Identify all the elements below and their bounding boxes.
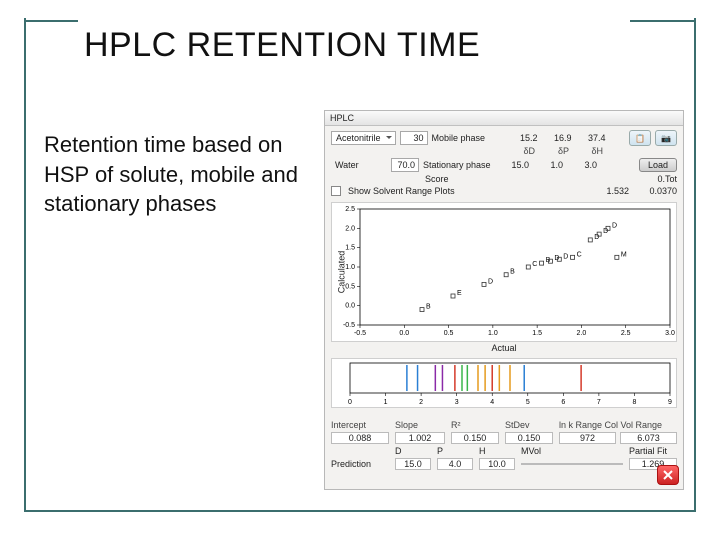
svg-text:3.0: 3.0 — [665, 330, 675, 337]
svg-text:9: 9 — [668, 399, 672, 406]
h-stdev: StDev — [505, 420, 553, 430]
svg-text:B: B — [510, 269, 515, 276]
close-button[interactable] — [657, 465, 679, 485]
svg-text:1.5: 1.5 — [345, 245, 355, 252]
svg-text:7: 7 — [597, 399, 601, 406]
solvent-a-dropdown[interactable]: Acetonitrile — [331, 131, 396, 145]
slide-body-text: Retention time based on HSP of solute, m… — [44, 130, 304, 219]
svg-text:3: 3 — [455, 399, 459, 406]
parameter-panel: Acetonitrile 30 Mobile phase 15.2 16.9 3… — [325, 126, 683, 200]
window-title: HPLC — [325, 111, 683, 126]
svg-text:1.0: 1.0 — [345, 264, 355, 271]
v-stdev: 0.150 — [505, 432, 553, 444]
scatter-ylabel: Calculated — [336, 251, 346, 294]
fit-val-2: 0.0370 — [633, 186, 677, 196]
svg-text:E: E — [457, 290, 462, 297]
pred-MVol[interactable] — [521, 463, 623, 465]
svg-text:2.5: 2.5 — [345, 206, 355, 213]
show-solvent-checkbox[interactable] — [331, 186, 341, 196]
v-r2: 0.150 — [451, 432, 499, 444]
svg-text:4: 4 — [490, 399, 494, 406]
svg-text:C: C — [577, 251, 582, 258]
pred-H[interactable]: 10.0 — [479, 458, 515, 470]
svg-text:0.0: 0.0 — [345, 303, 355, 310]
svg-text:1.5: 1.5 — [532, 330, 542, 337]
svg-text:0.5: 0.5 — [444, 330, 454, 337]
copy-icon[interactable]: 📋 — [629, 130, 651, 146]
mobile-dP: 16.9 — [542, 133, 572, 143]
svg-text:2.0: 2.0 — [577, 330, 587, 337]
h2-partial: Partial Fit — [629, 446, 677, 456]
stat-dD: 15.0 — [499, 160, 529, 170]
mobile-phase-label: Mobile phase — [432, 133, 504, 143]
v-slope: 1.002 — [395, 432, 445, 444]
svg-text:D: D — [563, 253, 568, 260]
h2-H: H — [479, 446, 515, 456]
score-tot: 0.Tot — [647, 174, 677, 184]
svg-text:5: 5 — [526, 399, 530, 406]
svg-text:C: C — [532, 261, 537, 268]
svg-text:B: B — [426, 304, 431, 311]
svg-text:6: 6 — [561, 399, 565, 406]
fit-val-1: 1.532 — [589, 186, 629, 196]
scatter-chart: -0.5 0.0 0.5 1.0 1.5 2.0 2.5 3.0 -0.5 0.0 0.5 1.0 1.… — [331, 202, 677, 342]
pred-P[interactable]: 4.0 — [437, 458, 473, 470]
v-intercept: 0.088 — [331, 432, 389, 444]
v-lnk: 972 — [559, 432, 616, 444]
prediction-label: Prediction — [331, 459, 389, 469]
h-range: ln k Range Col Vol Range — [559, 420, 677, 430]
h2-P: P — [437, 446, 473, 456]
score-label: Score — [425, 174, 465, 184]
stats-panel: Intercept Slope R² StDev ln k Range Col … — [331, 420, 677, 470]
h-intercept: Intercept — [331, 420, 389, 430]
svg-text:1: 1 — [384, 399, 388, 406]
svg-text:M: M — [621, 251, 627, 258]
h-slope: Slope — [395, 420, 445, 430]
col-dD: δD — [505, 146, 535, 156]
v-colvol: 6.073 — [620, 432, 677, 444]
col-dP: δP — [539, 146, 569, 156]
svg-text:D: D — [612, 222, 617, 229]
h2-MVol: MVol — [521, 446, 623, 456]
stat-dP: 1.0 — [533, 160, 563, 170]
svg-text:0.0: 0.0 — [399, 330, 409, 337]
mobile-dD: 15.2 — [508, 133, 538, 143]
h-r2: R² — [451, 420, 499, 430]
svg-text:2.0: 2.0 — [345, 225, 355, 232]
svg-text:D: D — [488, 278, 493, 285]
svg-text:-0.5: -0.5 — [354, 330, 366, 337]
scatter-xlabel: Actual — [491, 343, 516, 353]
stationary-phase-label: Stationary phase — [423, 160, 495, 170]
hplc-app-window: HPLC Acetonitrile 30 Mobile phase 15.2 1… — [324, 110, 684, 490]
svg-text:0.5: 0.5 — [345, 283, 355, 290]
solvent-a-pct[interactable]: 30 — [400, 131, 428, 145]
camera-icon[interactable]: 📷 — [655, 130, 677, 146]
svg-text:8: 8 — [632, 399, 636, 406]
pred-D[interactable]: 15.0 — [395, 458, 431, 470]
svg-text:0: 0 — [348, 399, 352, 406]
svg-text:1.0: 1.0 — [488, 330, 498, 337]
svg-text:-0.5: -0.5 — [343, 322, 355, 329]
strip-chart: 0 1 2 3 4 5 6 7 8 9 — [331, 358, 677, 408]
load-button[interactable]: Load — [639, 158, 677, 172]
solvent-b-pct[interactable]: 70.0 — [391, 158, 419, 172]
solvent-b-label: Water — [331, 159, 387, 171]
svg-text:2: 2 — [419, 399, 423, 406]
stat-dH: 3.0 — [567, 160, 597, 170]
mobile-dH: 37.4 — [576, 133, 606, 143]
svg-text:2.5: 2.5 — [621, 330, 631, 337]
show-solvent-label: Show Solvent Range Plots — [348, 186, 455, 196]
h2-D: D — [395, 446, 431, 456]
col-dH: δH — [573, 146, 603, 156]
